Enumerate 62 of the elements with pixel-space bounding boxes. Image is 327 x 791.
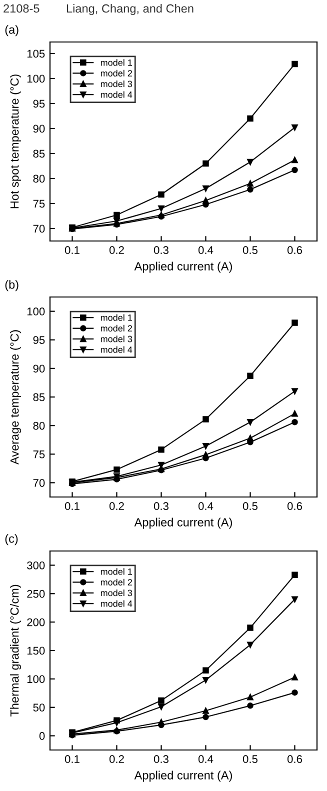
y-tick-label: 75 [33,200,45,208]
x-tick-label: 0.6 [287,246,302,254]
legend-label: model 3 [100,590,132,596]
y-tick-label: 90 [33,124,45,133]
x-tick-label: 0.1 [64,755,80,764]
legend-label: model 2 [100,70,132,76]
legend-label: model 3 [100,80,132,88]
legend-label: model 4 [100,91,132,98]
y-tick-label: 70 [33,478,45,487]
x-axis-title: Applied current (A) [134,262,232,273]
legend-label: model 1 [100,59,132,66]
y-tick-label: 50 [33,704,45,712]
y-tick-label: 105 [27,50,45,58]
x-tick-label: 0.4 [198,755,214,764]
x-tick-label: 0.5 [242,246,258,254]
y-tick-label: 90 [33,364,45,373]
x-tick-label: 0.6 [287,502,302,510]
x-axis-title: Applied current (A) [134,518,232,529]
y-tick-label: 85 [33,393,45,402]
y-tick-label: 85 [33,150,45,158]
y-tick-label: 95 [33,100,45,108]
y-tick-label: 100 [27,308,45,316]
x-axis-title: Applied current (A) [134,770,232,782]
x-tick-label: 0.6 [287,755,302,764]
y-tick-label: 80 [33,174,45,183]
x-tick-label: 0.2 [109,502,124,510]
x-tick-label: 0.4 [198,502,214,510]
chart-title: (a) [5,25,18,36]
y-tick-label: 250 [27,590,45,598]
x-tick-label: 0.5 [242,502,258,510]
y-tick-label: 80 [33,422,45,430]
y-axis-title: Thermal gradient (°C/cm) [10,584,22,717]
y-tick-label: 150 [27,646,45,655]
legend-label: model 2 [100,578,132,586]
y-tick-label: 75 [33,450,45,458]
chart-title: (c) [5,534,18,546]
x-tick-label: 0.1 [64,246,80,254]
y-tick-label: 70 [33,224,45,233]
legend-label: model 4 [100,600,132,607]
legend-label: model 1 [100,314,132,321]
y-axis-title: Hot spot temperature (°C) [10,74,22,208]
text: 2108-5 Liang, Chang, and Chen [4,4,194,16]
y-tick-label: 100 [27,74,45,83]
x-tick-label: 0.3 [154,502,168,510]
x-tick-label: 0.2 [109,246,124,254]
x-tick-label: 0.5 [242,755,258,764]
y-tick-label: 200 [27,618,45,626]
x-tick-label: 0.2 [109,755,124,764]
y-axis-title: Average temperature (°C) [10,330,22,465]
x-tick-label: 0.3 [154,246,168,254]
legend-label: model 2 [100,324,132,332]
x-tick-label: 0.3 [154,755,168,764]
x-tick-label: 0.1 [64,502,80,510]
legend-label: model 1 [100,568,132,575]
y-tick-label: 95 [33,336,45,344]
x-tick-label: 0.4 [198,246,214,254]
legend-label: model 3 [100,336,132,342]
legend-label: model 4 [100,346,132,353]
y-tick-label: 100 [27,675,45,684]
y-tick-label: 0 [39,732,45,740]
y-tick-label: 300 [27,561,45,570]
chart-title: (b) [5,280,18,292]
